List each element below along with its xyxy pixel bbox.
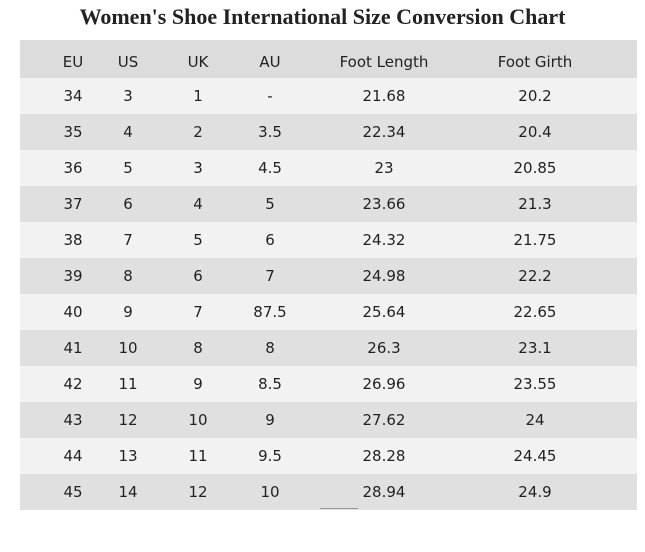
column-header: US xyxy=(117,53,139,71)
table-cell: 22.34 xyxy=(362,123,406,141)
table-cell: 8 xyxy=(265,339,275,357)
table-cell: 6 xyxy=(265,231,275,249)
table-cell: 42 xyxy=(63,375,83,393)
table-cell: 20.85 xyxy=(513,159,557,177)
table-cell: 9.5 xyxy=(258,447,282,465)
table-cell: 11 xyxy=(118,375,138,393)
table-cell: 3.5 xyxy=(258,123,282,141)
table-cell: 23 xyxy=(374,159,394,177)
table-row: 36 5 3 4.5 23 20.85 xyxy=(20,150,637,186)
table-cell: 5 xyxy=(123,159,133,177)
table-row: 37 6 4 5 23.66 21.3 xyxy=(20,186,637,222)
table-cell: 28.28 xyxy=(362,447,406,465)
table-cell: 87.5 xyxy=(253,303,287,321)
table-cell: 4 xyxy=(123,123,133,141)
table-cell: 40 xyxy=(63,303,83,321)
column-header: Foot Girth xyxy=(497,53,573,71)
table-cell: 9 xyxy=(265,411,275,429)
table-cell: 9 xyxy=(193,375,203,393)
table-cell: 22.2 xyxy=(518,267,552,285)
table-row: 44 13 11 9.5 28.28 24.45 xyxy=(20,438,637,474)
table-cell: 4 xyxy=(193,195,203,213)
table-cell: 4.5 xyxy=(258,159,282,177)
table-cell: 8.5 xyxy=(258,375,282,393)
table-cell: 44 xyxy=(63,447,83,465)
table-cell: 6 xyxy=(193,267,203,285)
table-cell: 36 xyxy=(63,159,83,177)
table-row: 40 9 7 87.5 25.64 22.65 xyxy=(20,294,637,330)
column-header: Foot Length xyxy=(339,53,429,71)
chart-title: Women's Shoe International Size Conversi… xyxy=(79,4,566,29)
table-cell: 3 xyxy=(193,159,203,177)
table-cell: 37 xyxy=(63,195,83,213)
table-cell: 35 xyxy=(63,123,83,141)
table-cell: 43 xyxy=(63,411,83,429)
table-row: 42 11 9 8.5 26.96 23.55 xyxy=(20,366,637,402)
table-cell: 8 xyxy=(123,267,133,285)
column-header: UK xyxy=(187,53,209,71)
table-row: 39 8 6 7 24.98 22.2 xyxy=(20,258,637,294)
table-cell: 7 xyxy=(123,231,133,249)
table-cell: 24.32 xyxy=(362,231,406,249)
table-cell: 26.3 xyxy=(367,339,401,357)
table-cell: 20.4 xyxy=(518,123,552,141)
table-cell: 34 xyxy=(63,87,83,105)
table-row: 43 12 10 9 27.62 24 xyxy=(20,402,637,438)
table-cell: 24 xyxy=(525,411,545,429)
table-cell: 26.96 xyxy=(362,375,406,393)
table-cell: 12 xyxy=(118,411,138,429)
table-cell: 38 xyxy=(63,231,83,249)
table-row: 41 10 8 8 26.3 23.1 xyxy=(20,330,637,366)
table-cell: 28.94 xyxy=(362,483,406,501)
table-cell: 7 xyxy=(193,303,203,321)
size-table: EU US UK AU Foot Length Foot Girth 34 3 1-21.68 2… xyxy=(20,40,637,510)
table-cell: 23.1 xyxy=(518,339,552,357)
table-cell: 21.68 xyxy=(362,87,406,105)
table-cell: 25.64 xyxy=(362,303,406,321)
table-row: 38 7 5 6 24.32 21.75 xyxy=(20,222,637,258)
table-row: 45 14 12 10 28.94 24.9 xyxy=(20,474,637,510)
table-cell: 24.45 xyxy=(513,447,557,465)
table-cell: 23.66 xyxy=(362,195,406,213)
table-cell: 11 xyxy=(188,447,208,465)
table-cell: 7 xyxy=(265,267,275,285)
table-row: 34 3 1 - 21.68 20.2 xyxy=(20,78,637,114)
column-header: EU xyxy=(62,53,84,71)
table-row: 35 4 2 3.5 22.34 20.4 xyxy=(20,114,637,150)
table-cell: 22.65 xyxy=(513,303,557,321)
table-cell: 24.9 xyxy=(518,483,552,501)
table-cell: 14 xyxy=(118,483,138,501)
table-cell: 23.55 xyxy=(513,375,557,393)
table-cell: 12 xyxy=(188,483,208,501)
column-header: AU xyxy=(259,53,281,71)
table-cell: 13 xyxy=(118,447,138,465)
table-cell: 21.75 xyxy=(513,231,557,249)
table-cell: 41 xyxy=(63,339,83,357)
table-cell: 5 xyxy=(265,195,275,213)
table-cell: - xyxy=(267,87,273,105)
table-cell: 8 xyxy=(193,339,203,357)
table-cell: 10 xyxy=(188,411,208,429)
table-cell: 6 xyxy=(123,195,133,213)
table-cell: 2 xyxy=(193,123,203,141)
table-cell: 45 xyxy=(63,483,83,501)
table-cell: 10 xyxy=(260,483,280,501)
table-cell: 20.2 xyxy=(518,87,552,105)
table-cell: 10 xyxy=(118,339,138,357)
table-cell: 5 xyxy=(193,231,203,249)
table-cell: 21.3 xyxy=(518,195,552,213)
divider xyxy=(320,508,358,509)
table-cell: 24.98 xyxy=(362,267,406,285)
table-cell: 3 xyxy=(123,87,133,105)
table-cell: 27.62 xyxy=(362,411,406,429)
table-cell: 39 xyxy=(63,267,83,285)
table-cell: 9 xyxy=(123,303,133,321)
header-row: EU US UK AU Foot Length Foot Girth xyxy=(20,40,637,78)
table-cell: 1 xyxy=(193,87,203,105)
